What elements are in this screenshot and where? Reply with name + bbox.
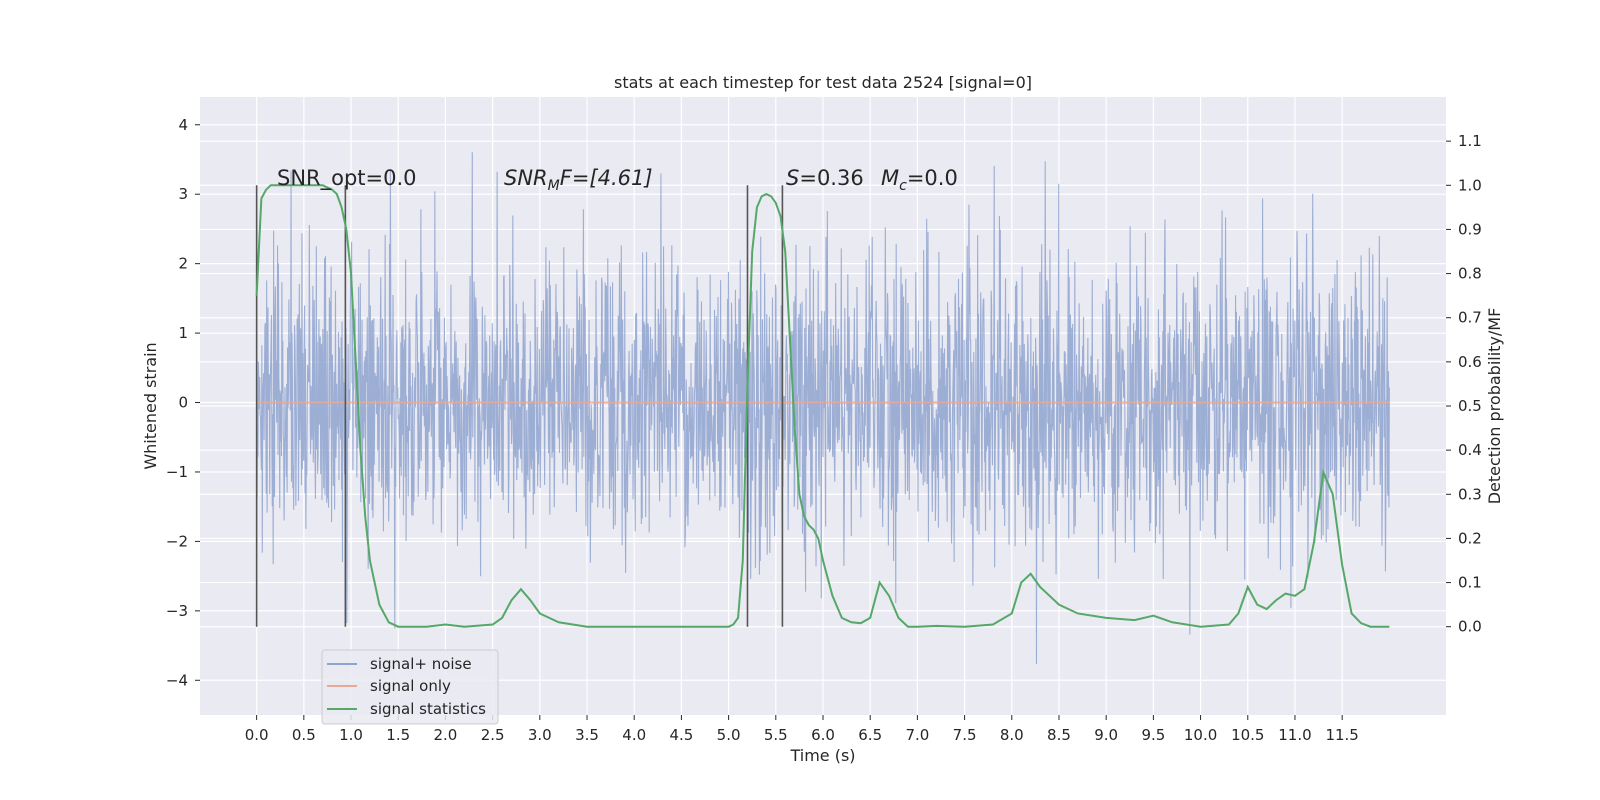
right-y-tick-label: 1.0 — [1458, 176, 1482, 194]
right-y-tick-label: 0.7 — [1458, 309, 1482, 327]
right-y-tick-label: 0.5 — [1458, 397, 1482, 415]
left-y-tick-label: 0 — [178, 394, 188, 412]
right-y-tick-label: 0.1 — [1458, 574, 1482, 592]
legend-label-signal-statistics: signal statistics — [370, 700, 486, 718]
annotation-snr-opt: SNR_opt=0.0 — [277, 166, 417, 191]
chart-title: stats at each timestep for test data 252… — [614, 73, 1032, 92]
left-y-tick-label: −4 — [166, 671, 188, 689]
x-axis-label: Time (s) — [789, 746, 855, 765]
x-tick-label: 4.5 — [669, 726, 693, 744]
x-tick-label: 10.0 — [1184, 726, 1217, 744]
legend-label-signal-plus-noise: signal+ noise — [370, 655, 472, 673]
x-tick-label: 4.0 — [622, 726, 646, 744]
right-y-tick-label: 0.0 — [1458, 618, 1482, 636]
right-y-tick-label: 0.3 — [1458, 485, 1482, 503]
x-tick-label: 6.0 — [811, 726, 835, 744]
left-y-tick-label: 1 — [178, 324, 188, 342]
annotation-snr-mf: SNRMF=[4.61] — [504, 166, 653, 194]
x-tick-label: 0.0 — [245, 726, 269, 744]
left-y-tick-label: −3 — [166, 602, 188, 620]
series-signal-statistics — [255, 184, 1390, 628]
right-y-tick-label: 0.8 — [1458, 265, 1482, 283]
right-y-tick-label: 0.6 — [1458, 353, 1482, 371]
right-y-tick-label: 1.1 — [1458, 132, 1482, 150]
x-tick-label: 8.0 — [1000, 726, 1024, 744]
left-y-tick-label: 4 — [178, 116, 188, 134]
left-y-axis-ticks: −4 −3 −2 −1 0 1 2 3 4 — [166, 116, 200, 689]
right-y-tick-label: 0.4 — [1458, 441, 1482, 459]
x-tick-label: 0.5 — [292, 726, 316, 744]
legend-label-signal-only: signal only — [370, 677, 451, 695]
right-y-axis-label: Detection probability/MF — [1485, 308, 1504, 505]
x-tick-label: 9.0 — [1094, 726, 1118, 744]
legend-box — [321, 649, 499, 725]
right-y-tick-label: 0.2 — [1458, 529, 1482, 547]
x-tick-label: 11.0 — [1278, 726, 1311, 744]
x-tick-label: 1.0 — [339, 726, 363, 744]
x-tick-label: 8.5 — [1047, 726, 1071, 744]
x-tick-label: 5.5 — [764, 726, 788, 744]
x-tick-label: 11.5 — [1325, 726, 1358, 744]
series-signal-plus-noise — [256, 152, 1390, 665]
x-tick-label: 5.0 — [717, 726, 741, 744]
left-y-axis-label: Whitened strain — [141, 342, 160, 469]
x-tick-label: 9.5 — [1141, 726, 1165, 744]
left-y-tick-label: 3 — [178, 185, 188, 203]
x-tick-label: 2.5 — [481, 726, 505, 744]
left-y-tick-label: −2 — [166, 532, 188, 550]
x-tick-label: 3.0 — [528, 726, 552, 744]
x-axis-ticks: 0.0 0.5 1.0 1.5 2.0 2.5 3.0 3.5 4.0 4.5 5.0 5.5 6.0 6… — [245, 715, 1359, 744]
left-y-tick-label: −1 — [166, 463, 188, 481]
annotation-s: S=0.36 — [786, 166, 864, 190]
right-y-tick-label: 0.9 — [1458, 220, 1482, 238]
left-y-tick-label: 2 — [178, 255, 188, 273]
x-tick-label: 7.0 — [905, 726, 929, 744]
x-tick-label: 3.5 — [575, 726, 599, 744]
x-tick-label: 10.5 — [1231, 726, 1264, 744]
right-y-axis-ticks: 0.0 0.1 0.2 0.3 0.4 0.5 0.6 0.7 0.8 0.9 1.0 1.1 — [1446, 132, 1482, 636]
annotation-mc: Mc=0.0 — [881, 166, 958, 194]
x-tick-label: 1.5 — [386, 726, 410, 744]
x-tick-label: 6.5 — [858, 726, 882, 744]
legend: signal+ noise signal only signal statist… — [321, 649, 499, 725]
x-tick-label: 7.5 — [953, 726, 977, 744]
x-tick-label: 2.0 — [433, 726, 457, 744]
